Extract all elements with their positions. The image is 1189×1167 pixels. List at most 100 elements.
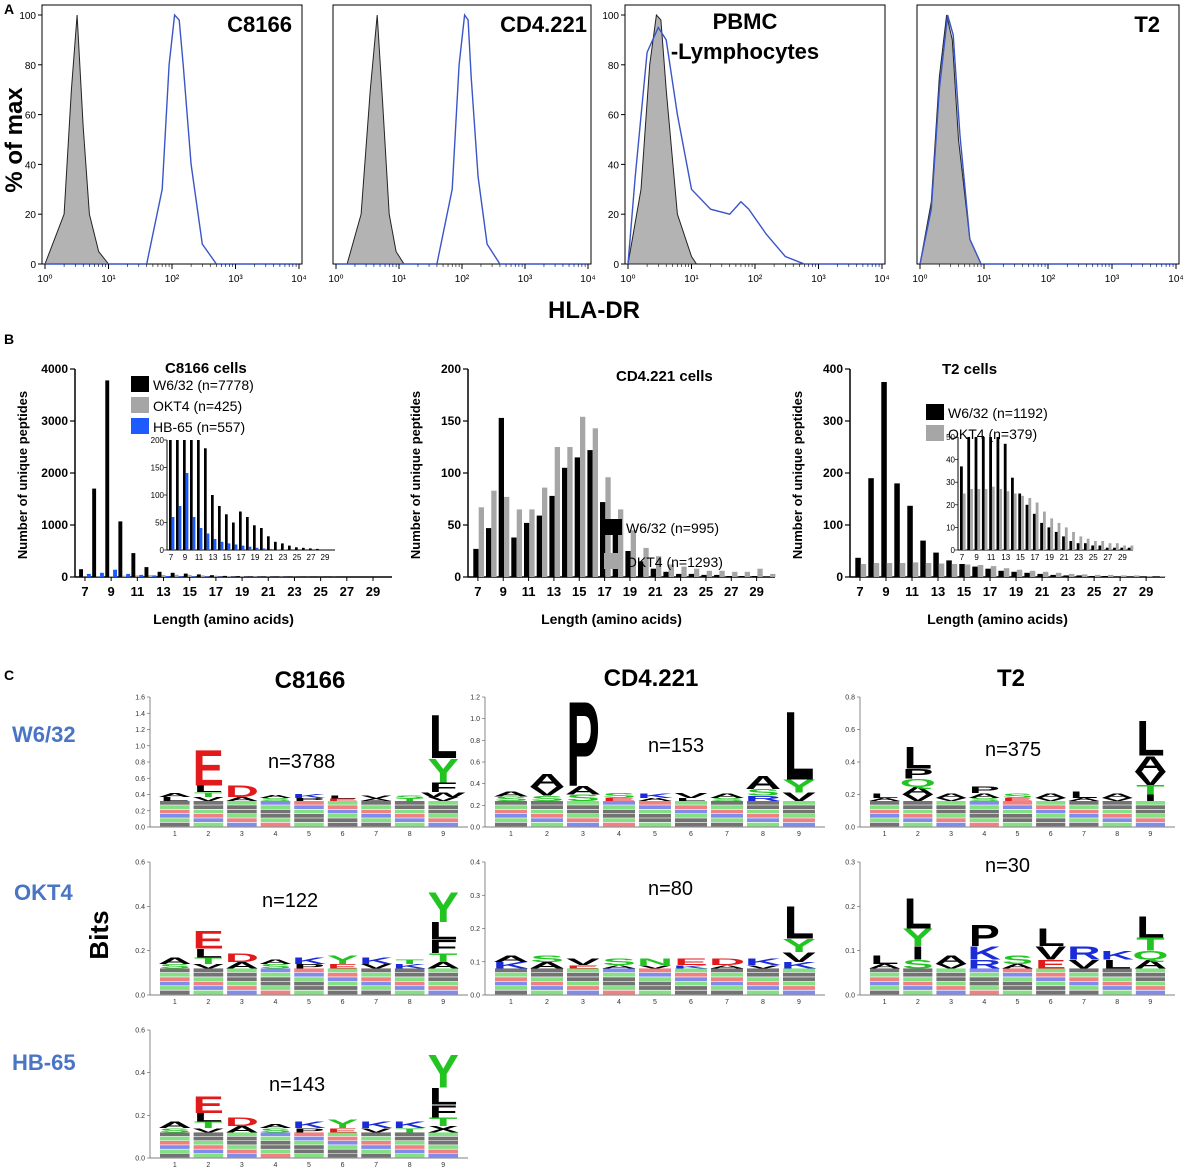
logo-y-tick-label: 0.0 <box>845 825 855 832</box>
y-tick-label: 80 <box>25 61 37 72</box>
logo-noise-block <box>870 981 900 986</box>
x-tick-label: 23 <box>287 584 301 599</box>
logo-noise-block <box>394 805 425 809</box>
inset-bar <box>283 549 287 550</box>
logo-position-label: 8 <box>1115 831 1119 838</box>
y-tick-label: 2000 <box>41 466 68 480</box>
logo-noise-block <box>327 1145 358 1149</box>
y-tick-label: 50 <box>448 518 462 532</box>
logo-letter: A <box>225 960 259 970</box>
logo-letter: L <box>904 890 932 938</box>
bar <box>240 576 244 577</box>
logo-letter: A <box>1134 958 1168 972</box>
logo-noise-block <box>531 990 563 995</box>
logo-noise-block <box>903 822 933 827</box>
logo-noise-block <box>294 1145 324 1149</box>
bar <box>542 487 548 577</box>
logo-noise-block <box>531 977 563 982</box>
bar <box>600 502 606 577</box>
logo-letter: L <box>784 693 815 801</box>
logo-letter: Y <box>782 777 816 797</box>
logo-noise-block <box>603 981 635 986</box>
logo-letter: P <box>566 676 600 812</box>
logo-noise-block <box>227 1149 257 1154</box>
flow-title: T2 <box>1134 12 1160 37</box>
logo-noise-block <box>495 809 527 814</box>
logo-noise-block <box>327 1153 358 1158</box>
bar <box>135 575 140 577</box>
logo-noise-block <box>639 981 671 986</box>
inset-bar <box>1115 543 1119 550</box>
logo-noise-block <box>193 822 224 827</box>
logo-noise-block <box>531 968 563 973</box>
logo-position-label: 5 <box>307 831 311 838</box>
logo-noise-block <box>1036 814 1066 818</box>
logo-noise-block <box>260 977 291 982</box>
flow-title: C8166 <box>227 12 292 37</box>
logo-noise-block <box>227 968 257 973</box>
logo-noise-block <box>394 986 425 990</box>
bar <box>478 507 484 577</box>
logo-noise-block <box>639 986 671 990</box>
bar <box>213 575 218 577</box>
logo-noise-block <box>1036 981 1066 986</box>
panel-c: C C8166 CD4.221 T2 W6/32 OKT4 HB-65 Bits… <box>4 665 1175 1167</box>
inset-bar <box>176 440 179 550</box>
inset-bar <box>253 525 256 551</box>
inset-x-tick-label: 11 <box>195 553 204 562</box>
bar <box>701 574 707 577</box>
logo-letter: K <box>673 964 710 969</box>
logo-noise-block <box>160 981 190 986</box>
inset-bar <box>1084 543 1087 550</box>
logo-letter: R <box>968 958 1002 972</box>
logo-letter: A <box>493 953 529 963</box>
logo-noise-block <box>1069 805 1099 809</box>
logo-position-label: 8 <box>761 831 765 838</box>
y-tick-label: 0 <box>613 260 619 271</box>
bar <box>204 576 209 577</box>
x-tick-label: 10⁰ <box>37 274 52 285</box>
logo-y-tick-label: 0.6 <box>135 776 145 783</box>
logo-letter: L <box>1037 924 1065 952</box>
logo-y-tick-label: 0.1 <box>845 948 855 955</box>
logo-letter: V <box>1035 797 1066 802</box>
inset-bar <box>206 533 210 550</box>
bar <box>1042 571 1049 577</box>
logo-noise-block <box>160 972 190 977</box>
logo-noise-block <box>747 990 779 995</box>
logo-noise-block <box>969 818 999 822</box>
inset-x-tick-label: 9 <box>974 553 979 562</box>
logo-letter: A <box>565 784 601 797</box>
logo-letter: K <box>393 1120 428 1130</box>
logo-letter: V <box>193 1127 225 1134</box>
logo-noise-block <box>495 986 527 990</box>
logo-y-tick-label: 0.4 <box>135 1070 145 1077</box>
logo-letter: Y <box>428 752 459 790</box>
logo-n-label: n=30 <box>985 855 1030 877</box>
logo-letter: X <box>428 1125 460 1135</box>
logo-y-tick-label: 0.4 <box>845 760 855 767</box>
logo-letter: S <box>602 791 636 800</box>
logo-letter: V <box>360 1127 392 1134</box>
logo-noise-block <box>495 822 527 827</box>
logo-letter: A <box>225 1125 259 1135</box>
logo-noise-block <box>936 814 966 818</box>
logo-noise-block <box>495 801 527 805</box>
logo-position-label: 4 <box>617 999 621 1006</box>
inset-x-tick-label: 25 <box>293 553 302 562</box>
bar <box>126 573 131 577</box>
bar <box>946 560 952 577</box>
logo-letter: S <box>530 953 564 963</box>
logo-y-tick-label: 0.0 <box>135 825 145 832</box>
bar <box>549 495 555 577</box>
inset-y-tick-label: 100 <box>151 491 165 500</box>
logo-noise-block <box>394 1136 425 1141</box>
bar <box>643 547 649 577</box>
inset-x-tick-label: 29 <box>321 553 330 562</box>
panel-letter-c: C <box>4 667 14 683</box>
logo-letter: V <box>1102 797 1133 802</box>
logo-noise-block <box>903 986 933 990</box>
logo-noise-block <box>531 801 563 805</box>
bar <box>1141 576 1147 577</box>
bar <box>1120 575 1127 577</box>
